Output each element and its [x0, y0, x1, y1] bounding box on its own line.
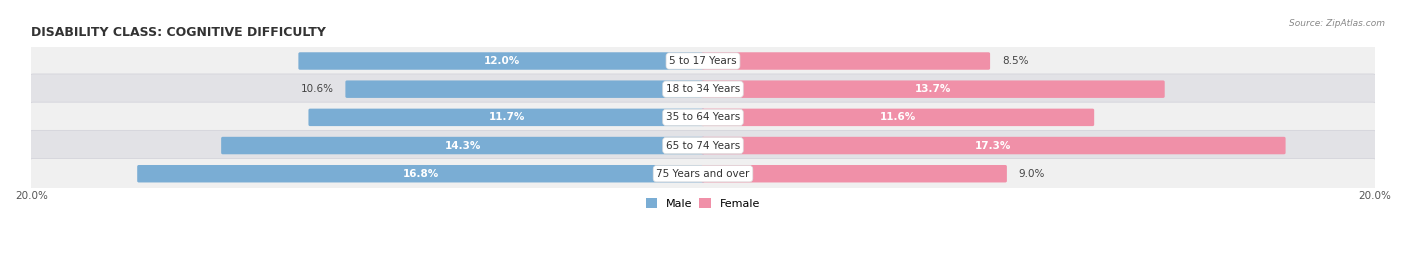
FancyBboxPatch shape [298, 52, 704, 70]
FancyBboxPatch shape [702, 137, 1285, 154]
FancyBboxPatch shape [702, 52, 990, 70]
Text: 18 to 34 Years: 18 to 34 Years [666, 84, 740, 94]
Text: 35 to 64 Years: 35 to 64 Years [666, 112, 740, 122]
FancyBboxPatch shape [31, 74, 1375, 105]
Text: 8.5%: 8.5% [1002, 56, 1028, 66]
FancyBboxPatch shape [30, 130, 1376, 161]
FancyBboxPatch shape [221, 137, 704, 154]
Text: 10.6%: 10.6% [301, 84, 333, 94]
FancyBboxPatch shape [31, 46, 1375, 76]
Text: 9.0%: 9.0% [1018, 169, 1045, 179]
Text: 13.7%: 13.7% [915, 84, 952, 94]
FancyBboxPatch shape [31, 102, 1375, 133]
Text: 65 to 74 Years: 65 to 74 Years [666, 141, 740, 151]
FancyBboxPatch shape [702, 109, 1094, 126]
FancyBboxPatch shape [138, 165, 704, 183]
Text: 11.7%: 11.7% [488, 112, 524, 122]
FancyBboxPatch shape [30, 158, 1376, 189]
FancyBboxPatch shape [346, 80, 704, 98]
Text: 75 Years and over: 75 Years and over [657, 169, 749, 179]
Text: 11.6%: 11.6% [880, 112, 915, 122]
Text: 5 to 17 Years: 5 to 17 Years [669, 56, 737, 66]
FancyBboxPatch shape [30, 102, 1376, 133]
Text: Source: ZipAtlas.com: Source: ZipAtlas.com [1289, 19, 1385, 28]
Text: DISABILITY CLASS: COGNITIVE DIFFICULTY: DISABILITY CLASS: COGNITIVE DIFFICULTY [31, 26, 326, 39]
Text: 17.3%: 17.3% [976, 141, 1012, 151]
Legend: Male, Female: Male, Female [641, 194, 765, 213]
FancyBboxPatch shape [30, 46, 1376, 76]
Text: 14.3%: 14.3% [444, 141, 481, 151]
FancyBboxPatch shape [702, 80, 1164, 98]
Text: 12.0%: 12.0% [484, 56, 520, 66]
FancyBboxPatch shape [702, 165, 1007, 183]
Text: 16.8%: 16.8% [402, 169, 439, 179]
FancyBboxPatch shape [30, 74, 1376, 104]
FancyBboxPatch shape [31, 130, 1375, 161]
FancyBboxPatch shape [308, 109, 704, 126]
FancyBboxPatch shape [31, 158, 1375, 189]
